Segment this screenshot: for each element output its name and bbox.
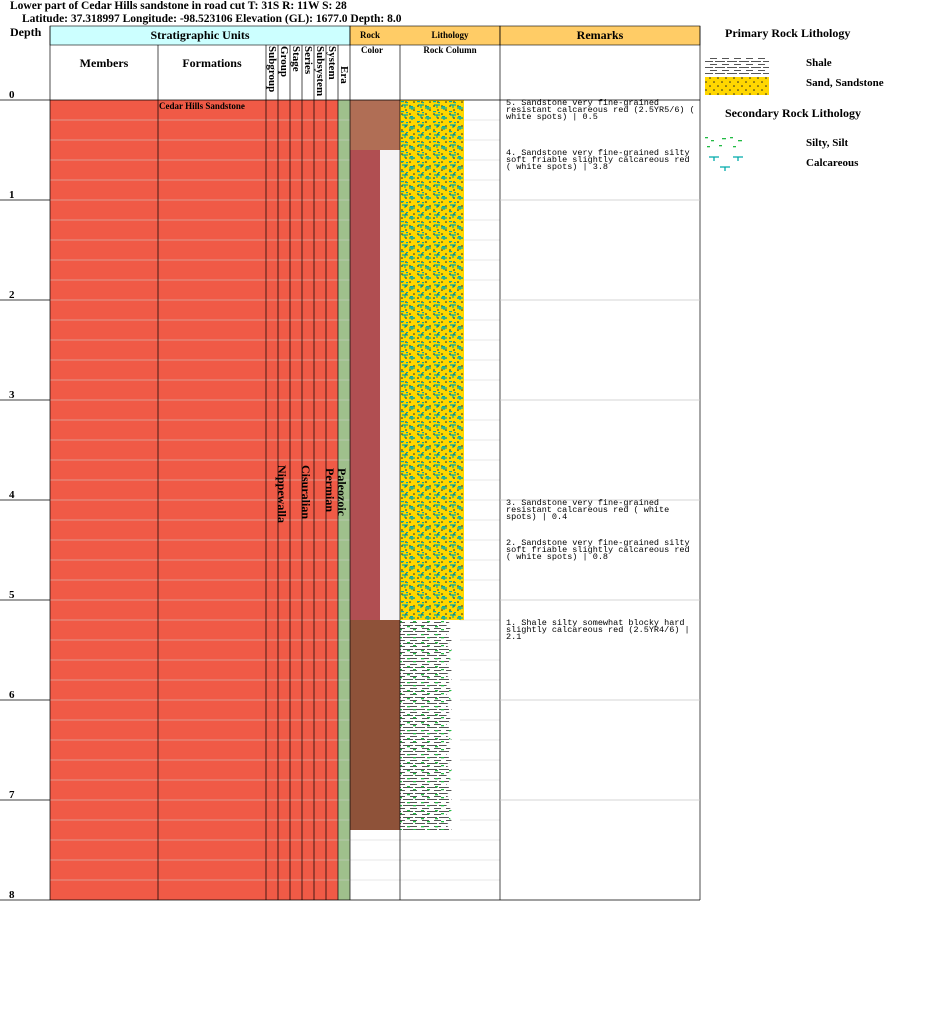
shale-edge-notch bbox=[446, 630, 460, 640]
shale-edge-notch bbox=[446, 770, 460, 780]
legend-calcareous-swatch bbox=[709, 156, 743, 171]
color-header: Color bbox=[361, 45, 383, 55]
rock-color-bed-4-top bbox=[350, 140, 400, 150]
log-location: Latitude: 37.318997 Longitude: -98.52310… bbox=[22, 13, 402, 25]
era-header: Era bbox=[338, 66, 350, 84]
remark-bed-4: 4. Sandstone very fine-grained silty sof… bbox=[506, 148, 690, 172]
legend-calcareous-label: Calcareous bbox=[806, 157, 859, 169]
depth-tick: 2 bbox=[9, 289, 15, 301]
lithology-header: Lithology bbox=[431, 30, 469, 40]
remark-bed-5: 5. Sandstone very fine-grained resistant… bbox=[506, 98, 695, 122]
group-label: Nippewalla bbox=[275, 465, 289, 524]
shale-edge-notch bbox=[446, 810, 460, 820]
shale-edge-notch bbox=[446, 690, 460, 700]
subsystem-header: Subsystem bbox=[314, 46, 326, 97]
log-title: Lower part of Cedar Hills sandstone in r… bbox=[10, 0, 347, 12]
system-label: Permian bbox=[323, 468, 337, 512]
depth-tick: 6 bbox=[9, 689, 15, 701]
legend-shale-swatch bbox=[705, 57, 769, 75]
depth-tick: 3 bbox=[9, 389, 15, 401]
silt-calc-overlay bbox=[400, 100, 464, 620]
remark-bed-2: 2. Sandstone very fine-grained silty sof… bbox=[506, 538, 690, 562]
series-label: Cisuralian bbox=[299, 465, 313, 520]
shale-edge-notch bbox=[446, 650, 460, 660]
rock-header: Rock bbox=[360, 30, 380, 40]
stage-header: Stage bbox=[290, 46, 302, 72]
remarks-header: Remarks bbox=[576, 28, 624, 42]
era-label: Paleozoic bbox=[335, 468, 349, 516]
shale-silt-overlay bbox=[400, 620, 452, 830]
depth-tick: 5 bbox=[9, 589, 15, 601]
group-header: Group bbox=[278, 46, 290, 77]
system-header: System bbox=[326, 46, 338, 80]
members-header: Members bbox=[79, 56, 129, 70]
shale-edge-notch bbox=[446, 740, 460, 750]
shale-edge-notch bbox=[446, 640, 460, 650]
rock-color-bed-1 bbox=[350, 620, 400, 830]
legend-sandstone-label: Sand, Sandstone bbox=[806, 77, 884, 89]
shale-edge-notch bbox=[446, 700, 460, 710]
legend-silt-label: Silty, Silt bbox=[806, 137, 849, 149]
depth-tick: 8 bbox=[9, 889, 15, 901]
legend-secondary-title: Secondary Rock Lithology bbox=[725, 106, 862, 120]
strat-units-header: Stratigraphic Units bbox=[150, 28, 250, 42]
subgroup-header: Subgroup bbox=[266, 46, 278, 93]
formations-header: Formations bbox=[182, 56, 242, 70]
shale-edge-notch bbox=[446, 760, 460, 770]
depth-tick: 7 bbox=[9, 789, 15, 801]
rock-color-bed-5 bbox=[350, 100, 400, 140]
shale-edge-notch bbox=[446, 780, 460, 790]
shale-edge-notch bbox=[446, 820, 460, 830]
depth-header: Depth bbox=[10, 25, 42, 39]
legend-shale-label: Shale bbox=[806, 57, 832, 69]
shale-edge-notch bbox=[446, 670, 460, 680]
legend-silt-swatch bbox=[705, 137, 742, 148]
shale-edge-notch bbox=[446, 750, 460, 760]
remark-bed-3: 3. Sandstone very fine-grained resistant… bbox=[506, 498, 670, 522]
shale-edge-notch bbox=[446, 730, 460, 740]
shale-edge-notch bbox=[446, 710, 460, 720]
legend-primary-title: Primary Rock Lithology bbox=[725, 26, 851, 40]
rock-color-bed-4-white bbox=[380, 150, 400, 620]
shale-edge-notch bbox=[446, 660, 460, 670]
depth-tick: 1 bbox=[9, 189, 15, 201]
legend-sandstone-swatch bbox=[705, 77, 769, 95]
remark-bed-1: 1. Shale silty somewhat blocky hard slig… bbox=[506, 618, 690, 642]
depth-tick: 0 bbox=[9, 89, 15, 101]
shale-edge-notch bbox=[446, 620, 460, 630]
rock-color-bed-4 bbox=[350, 150, 380, 620]
depth-tick: 4 bbox=[9, 489, 15, 501]
shale-edge-notch bbox=[446, 680, 460, 690]
shale-edge-notch bbox=[446, 720, 460, 730]
series-header: Series bbox=[302, 46, 314, 75]
shale-edge-notch bbox=[446, 790, 460, 800]
rock-column-header: Rock Column bbox=[423, 45, 477, 55]
shale-edge-notch bbox=[446, 800, 460, 810]
formation-label: Cedar Hills Sandstone bbox=[159, 101, 245, 111]
